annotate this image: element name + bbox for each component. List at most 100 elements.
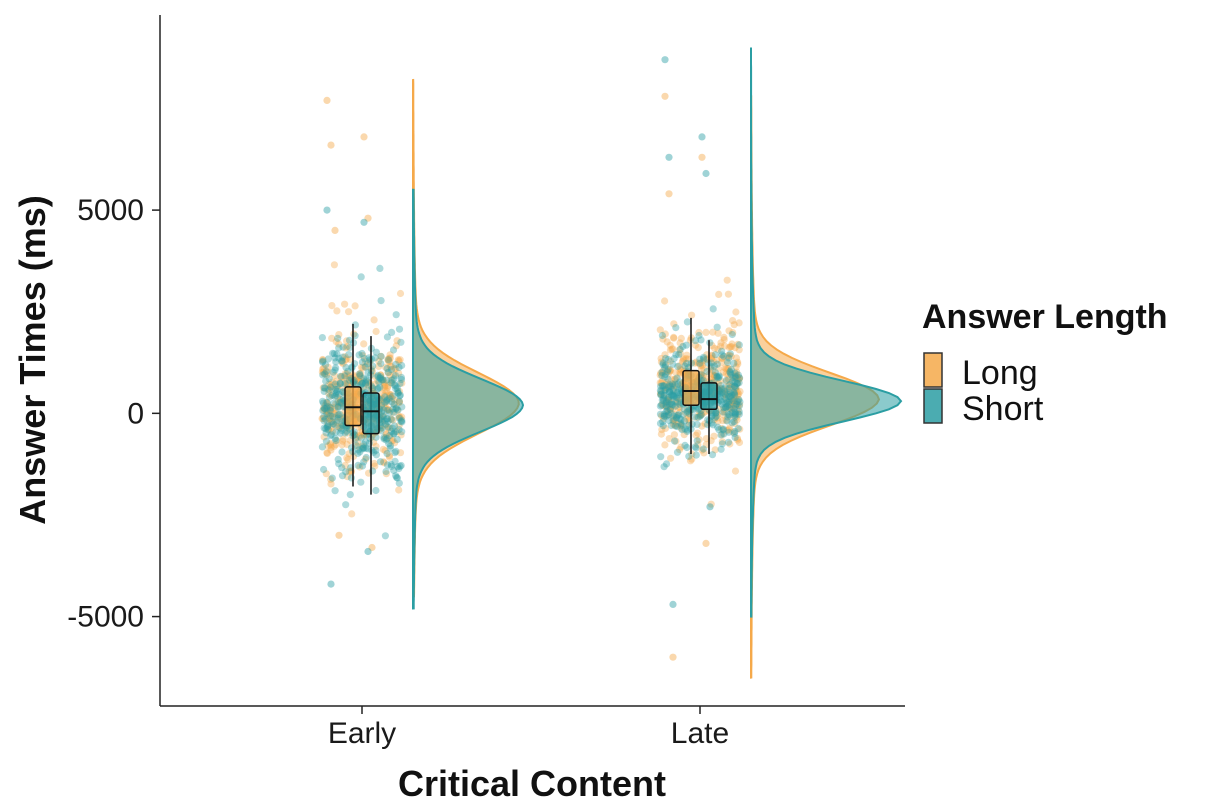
data-point-long — [735, 390, 743, 398]
data-point-long — [363, 378, 371, 386]
data-point-short — [660, 382, 668, 390]
data-point-short — [709, 421, 717, 429]
data-point-long — [333, 418, 341, 426]
data-point-long — [356, 428, 364, 436]
data-point-short — [385, 432, 394, 440]
data-point-long — [343, 429, 352, 437]
data-point-short — [380, 433, 388, 441]
data-point-short — [658, 382, 666, 390]
data-point-short — [713, 373, 721, 381]
data-point-long — [667, 403, 675, 411]
data-point-short — [339, 353, 347, 361]
data-point-short — [388, 424, 397, 432]
data-point-long — [716, 385, 724, 393]
data-point-short — [362, 380, 370, 388]
data-point-short — [383, 397, 391, 405]
data-point-short — [664, 355, 672, 364]
data-point-long — [716, 376, 724, 385]
data-point-long — [733, 416, 741, 424]
data-point-long — [717, 424, 726, 433]
data-point-long — [359, 352, 367, 360]
data-point-long — [733, 388, 741, 396]
data-point-long — [322, 406, 330, 414]
data-point-short — [670, 412, 678, 420]
data-point-short — [391, 382, 400, 390]
data-point-short — [696, 412, 704, 420]
data-point-short — [694, 405, 702, 414]
data-point-short — [723, 398, 731, 406]
data-point-long — [338, 358, 346, 366]
data-point-short — [665, 383, 673, 391]
data-point-short — [725, 428, 733, 436]
data-point-short — [333, 385, 341, 394]
data-point-short — [387, 427, 396, 435]
data-point-short — [372, 451, 380, 459]
data-point-long — [389, 436, 397, 444]
data-point-short — [395, 363, 403, 371]
data-point-long — [735, 375, 743, 383]
data-point-long — [709, 371, 718, 379]
data-point-short — [676, 345, 684, 353]
data-point-long — [350, 376, 358, 384]
data-point-long — [326, 414, 334, 422]
data-point-long — [699, 409, 707, 417]
data-point-short — [322, 437, 330, 445]
data-point-long — [711, 446, 719, 454]
data-point-long — [732, 385, 740, 394]
data-point-long — [320, 404, 328, 412]
data-point-long — [325, 414, 333, 422]
data-point-short — [382, 436, 390, 444]
data-point-short — [377, 352, 385, 361]
data-point-long — [387, 415, 395, 423]
data-point-short — [736, 398, 744, 406]
data-point-short — [356, 448, 364, 456]
y-axis-title: Answer Times (ms) — [12, 195, 53, 524]
data-point-long — [688, 450, 696, 458]
data-point-short — [361, 379, 370, 387]
data-point-long — [724, 365, 732, 373]
data-point-long — [665, 369, 673, 377]
legend: Answer Length Long Short — [922, 298, 1168, 428]
data-point-short — [728, 391, 736, 399]
data-point-short — [383, 461, 392, 469]
data-point-short — [385, 440, 393, 448]
data-point-short — [362, 444, 370, 452]
data-point-long — [699, 357, 707, 365]
data-point-long — [350, 330, 358, 338]
data-point-short — [336, 429, 344, 437]
data-point-long — [733, 368, 741, 376]
data-point-long — [395, 486, 403, 494]
data-point-short — [731, 411, 739, 419]
data-point-short — [658, 368, 666, 376]
data-point-long — [326, 403, 334, 411]
data-point-long — [333, 436, 341, 445]
data-point-long — [385, 452, 393, 460]
data-point-short — [671, 392, 679, 400]
data-point-long — [718, 354, 726, 362]
data-point-short — [726, 350, 734, 358]
data-point-long — [344, 456, 352, 464]
density-short-late — [750, 47, 903, 618]
data-point-short — [388, 376, 396, 384]
data-point-long — [335, 402, 343, 410]
legend-title: Answer Length — [922, 298, 1168, 336]
data-point-short — [364, 445, 372, 453]
data-point-long — [683, 362, 691, 370]
data-point-long — [383, 387, 391, 395]
data-point-long — [374, 377, 382, 385]
y-ticks: -5000 0 5000 — [67, 194, 160, 634]
data-point-long — [342, 356, 350, 364]
data-point-short — [662, 407, 670, 415]
data-point-short — [383, 415, 391, 423]
data-point-short — [322, 377, 330, 385]
data-point-long — [384, 383, 392, 392]
data-point-long — [385, 406, 393, 414]
data-point-long — [396, 413, 404, 421]
data-point-long — [378, 415, 386, 423]
data-point-long — [360, 133, 368, 141]
data-point-short — [378, 401, 386, 410]
data-point-short — [390, 400, 398, 408]
data-point-short — [721, 390, 729, 398]
data-point-long — [698, 422, 706, 430]
data-point-long — [698, 361, 707, 369]
